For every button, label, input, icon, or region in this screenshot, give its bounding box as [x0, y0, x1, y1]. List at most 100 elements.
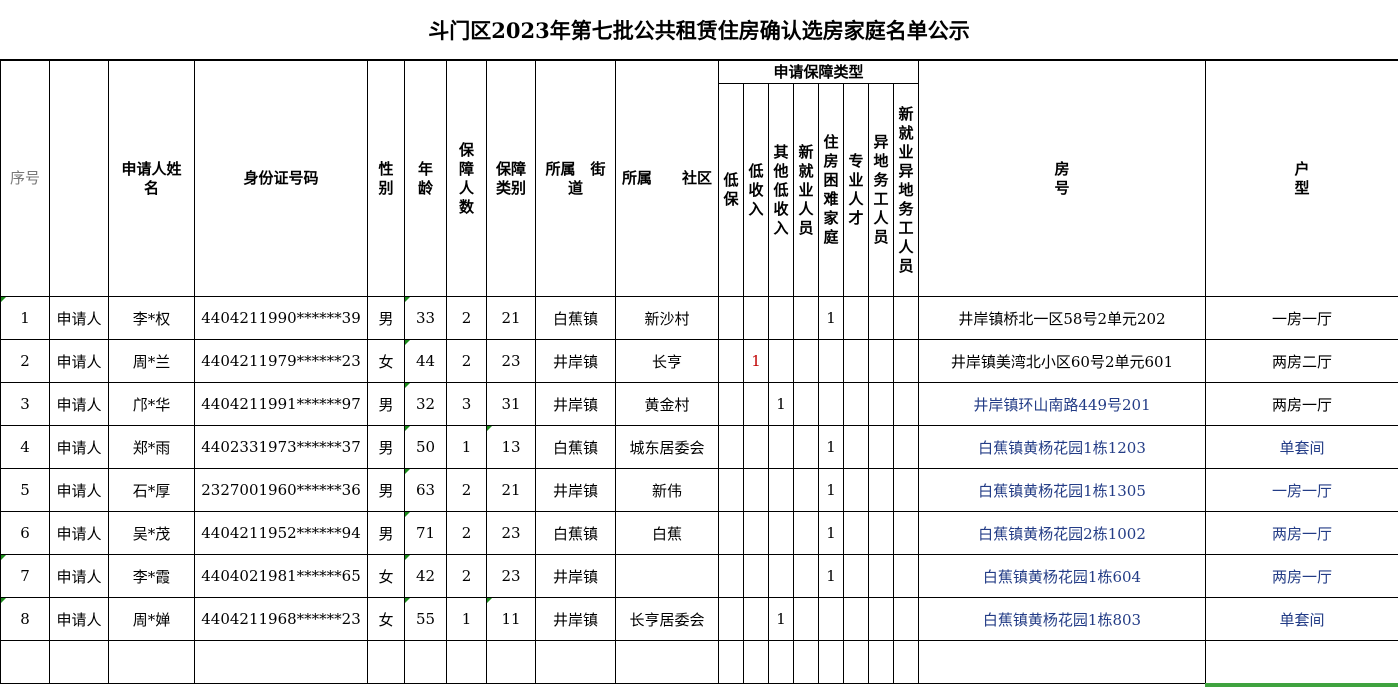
cell-category[interactable]: 13 [486, 425, 536, 469]
cell-count[interactable]: 1 [446, 597, 487, 641]
cell-type-flag[interactable] [868, 468, 894, 512]
cell-type-flag[interactable] [843, 296, 869, 340]
cell-category[interactable]: 23 [486, 511, 536, 555]
cell-type-flag[interactable] [743, 296, 769, 340]
empty-cell[interactable] [718, 640, 744, 684]
cell-layout[interactable]: 两房一厅 [1205, 511, 1398, 555]
cell-name[interactable]: 周*婵 [108, 597, 195, 641]
cell-street[interactable]: 井岸镇 [535, 382, 616, 426]
header-type-4[interactable]: 住房困难家庭 [818, 83, 844, 297]
cell-type-flag[interactable] [768, 296, 794, 340]
empty-cell[interactable] [868, 640, 894, 684]
cell-role[interactable]: 申请人 [49, 425, 109, 469]
cell-count[interactable]: 2 [446, 468, 487, 512]
cell-type-flag[interactable] [868, 554, 894, 598]
cell-type-flag[interactable] [718, 597, 744, 641]
header-age[interactable]: 年龄 [404, 60, 447, 297]
cell-type-flag[interactable] [868, 597, 894, 641]
empty-cell[interactable] [615, 640, 719, 684]
cell-name[interactable]: 周*兰 [108, 339, 195, 383]
cell-type-flag[interactable] [718, 554, 744, 598]
cell-type-flag[interactable] [743, 597, 769, 641]
header-room[interactable]: 房号 [918, 60, 1207, 297]
cell-type-flag[interactable] [843, 425, 869, 469]
cell-age[interactable]: 50 [404, 425, 447, 469]
cell-id[interactable]: 2327001960******36 [194, 468, 368, 512]
cell-layout[interactable]: 一房一厅 [1205, 296, 1398, 340]
cell-type-flag[interactable] [868, 382, 894, 426]
cell-type-flag[interactable]: 1 [818, 554, 844, 598]
cell-type-flag[interactable] [793, 339, 819, 383]
cell-type-flag[interactable] [718, 468, 744, 512]
cell-category[interactable]: 31 [486, 382, 536, 426]
cell-sex[interactable]: 男 [367, 511, 405, 555]
cell-layout[interactable]: 一房一厅 [1205, 468, 1398, 512]
header-type-group[interactable]: 申请保障类型 [717, 60, 920, 84]
cell-id[interactable]: 4404211990******39 [194, 296, 368, 340]
cell-type-flag[interactable] [768, 511, 794, 555]
cell-type-flag[interactable] [892, 425, 920, 469]
cell-age[interactable]: 42 [404, 554, 447, 598]
cell-community[interactable]: 新伟 [615, 468, 719, 512]
cell-role[interactable]: 申请人 [49, 554, 109, 598]
cell-street[interactable]: 白蕉镇 [535, 425, 616, 469]
cell-sex[interactable]: 女 [367, 339, 405, 383]
cell-type-flag[interactable]: 1 [743, 339, 769, 383]
header-count[interactable]: 保障人数 [446, 60, 487, 297]
cell-type-flag[interactable] [768, 425, 794, 469]
cell-sex[interactable]: 男 [367, 296, 405, 340]
cell-type-flag[interactable] [743, 468, 769, 512]
cell-type-flag[interactable] [793, 296, 819, 340]
cell-seq[interactable]: 5 [0, 468, 50, 512]
cell-type-flag[interactable] [892, 554, 920, 598]
cell-type-flag[interactable] [793, 597, 819, 641]
cell-role[interactable]: 申请人 [49, 468, 109, 512]
cell-type-flag[interactable] [793, 511, 819, 555]
empty-cell[interactable] [194, 640, 368, 684]
header-name[interactable]: 申请人姓名 [108, 60, 195, 297]
cell-type-flag[interactable] [718, 511, 744, 555]
cell-room[interactable]: 白蕉镇黄杨花园1栋1203 [918, 425, 1207, 469]
cell-name[interactable]: 石*厚 [108, 468, 195, 512]
empty-cell[interactable] [535, 640, 616, 684]
cell-community[interactable]: 长亨居委会 [615, 597, 719, 641]
cell-type-flag[interactable]: 1 [818, 468, 844, 512]
cell-type-flag[interactable] [793, 554, 819, 598]
cell-room[interactable]: 白蕉镇黄杨花园2栋1002 [918, 511, 1207, 555]
cell-id[interactable]: 4404021981******65 [194, 554, 368, 598]
cell-room[interactable]: 井岸镇美湾北小区60号2单元601 [918, 339, 1207, 383]
cell-age[interactable]: 44 [404, 339, 447, 383]
cell-id[interactable]: 4402331973******37 [194, 425, 368, 469]
cell-type-flag[interactable] [843, 468, 869, 512]
cell-community[interactable]: 城东居委会 [615, 425, 719, 469]
cell-type-flag[interactable] [892, 339, 920, 383]
cell-type-flag[interactable]: 1 [818, 296, 844, 340]
cell-type-flag[interactable]: 1 [768, 597, 794, 641]
cell-room[interactable]: 白蕉镇黄杨花园1栋1305 [918, 468, 1207, 512]
empty-cell[interactable] [404, 640, 447, 684]
cell-layout[interactable]: 单套间 [1205, 425, 1398, 469]
cell-type-flag[interactable]: 1 [768, 382, 794, 426]
cell-community[interactable]: 白蕉 [615, 511, 719, 555]
empty-cell[interactable] [743, 640, 769, 684]
cell-name[interactable]: 吴*茂 [108, 511, 195, 555]
header-type-2[interactable]: 其他低收入 [768, 83, 794, 297]
cell-age[interactable]: 32 [404, 382, 447, 426]
header-type-5[interactable]: 专业人才 [843, 83, 869, 297]
cell-count[interactable]: 1 [446, 425, 487, 469]
cell-type-flag[interactable] [843, 382, 869, 426]
cell-street[interactable]: 井岸镇 [535, 468, 616, 512]
cell-type-flag[interactable] [818, 339, 844, 383]
empty-cell[interactable] [793, 640, 819, 684]
cell-layout[interactable]: 两房二厅 [1205, 339, 1398, 383]
cell-type-flag[interactable] [868, 425, 894, 469]
header-street[interactable]: 所属 街道 [535, 60, 616, 297]
cell-sex[interactable]: 男 [367, 425, 405, 469]
cell-street[interactable]: 井岸镇 [535, 554, 616, 598]
cell-id[interactable]: 4404211979******23 [194, 339, 368, 383]
cell-layout[interactable]: 两房一厅 [1205, 382, 1398, 426]
empty-cell[interactable] [367, 640, 405, 684]
cell-age[interactable]: 71 [404, 511, 447, 555]
cell-type-flag[interactable] [718, 382, 744, 426]
cell-age[interactable]: 55 [404, 597, 447, 641]
